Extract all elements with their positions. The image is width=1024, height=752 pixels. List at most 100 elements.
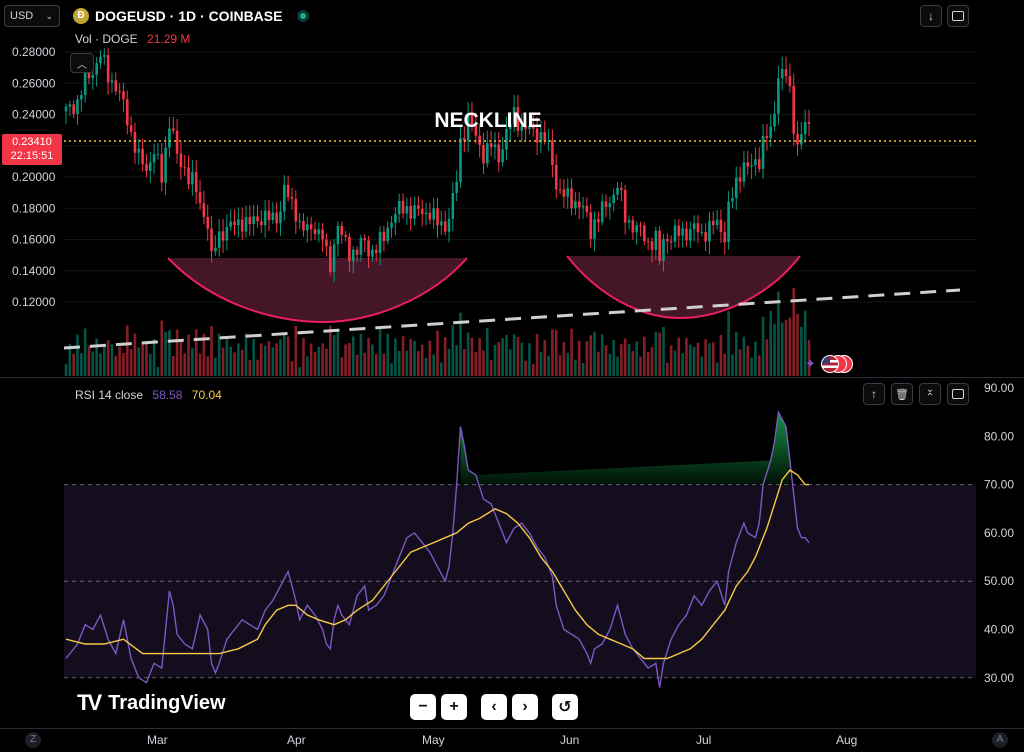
candle-body <box>566 188 570 197</box>
volume-bar <box>769 311 773 376</box>
maximize-icon <box>952 11 964 21</box>
auto-scale-toggle[interactable]: A <box>992 732 1008 748</box>
scroll-right-button[interactable]: › <box>512 694 538 720</box>
price-chart[interactable]: NECKLINE 0.280000.260000.240000.220000.2… <box>0 0 1024 378</box>
volume-bar <box>110 344 114 376</box>
volume-bar <box>436 330 439 376</box>
candle-body <box>394 214 397 223</box>
volume-bar <box>627 343 631 376</box>
volume-bar <box>669 345 673 376</box>
volume-bar <box>466 332 470 376</box>
volume-bar <box>547 355 550 376</box>
volume-bar <box>95 338 98 376</box>
volume-bar <box>194 329 198 376</box>
candle-body <box>168 128 171 148</box>
candle-body <box>351 249 355 262</box>
time-tick-label: Jul <box>696 733 712 747</box>
candle-body <box>137 148 141 153</box>
volume-bar <box>405 350 409 376</box>
time-axis[interactable] <box>0 728 1024 752</box>
fullscreen-button[interactable] <box>947 5 969 27</box>
candle-body <box>118 91 121 93</box>
reset-chart-button[interactable]: ↺ <box>552 694 578 720</box>
currency-selector[interactable]: USD ⌄ <box>4 5 60 27</box>
candle-body <box>516 107 520 131</box>
log-scale-toggle[interactable]: Z <box>25 732 41 748</box>
volume-bar <box>662 326 665 376</box>
candle-body <box>620 187 623 190</box>
delete-pane-button[interactable]: 🗑 <box>891 383 913 405</box>
collapse-pane-button[interactable]: ⌄ ⌃ <box>919 383 941 405</box>
candle-body <box>256 216 259 222</box>
collapse-legend-button[interactable]: ︿ <box>70 53 94 73</box>
volume-bar <box>796 313 799 376</box>
volume-bar <box>175 329 179 376</box>
volume-bar <box>478 338 481 376</box>
rsi-legend[interactable]: RSI 14 close 58.58 70.04 <box>75 388 222 402</box>
events-icons[interactable]: ✦ <box>805 355 855 373</box>
volume-bar <box>359 334 363 376</box>
candle-body <box>194 172 198 193</box>
move-pane-up-button[interactable]: ↑ <box>863 383 885 405</box>
rsi-line <box>65 409 810 688</box>
rsi-tick-label: 60.00 <box>984 526 1014 540</box>
zoom-out-button[interactable]: − <box>410 694 436 720</box>
volume-bar <box>566 352 570 376</box>
candle-body <box>757 159 761 169</box>
cup-pattern-right <box>567 256 800 318</box>
candle-body <box>378 231 382 253</box>
scroll-down-button[interactable]: ↓ <box>920 5 942 27</box>
volume-bar <box>125 325 129 376</box>
candle-body <box>229 221 232 227</box>
candle-body <box>275 212 278 224</box>
candle-body <box>577 201 581 208</box>
volume-bar <box>290 361 294 376</box>
candle-body <box>432 208 435 220</box>
candle-body <box>761 136 765 169</box>
volume-bar <box>233 352 236 376</box>
chevron-down-icon: ⌄ <box>45 11 53 21</box>
candle-body <box>332 244 336 272</box>
volume-bar <box>240 349 244 376</box>
volume-bar <box>298 367 301 376</box>
volume-bar <box>704 339 707 376</box>
candle-body <box>719 219 723 233</box>
candle-body <box>164 147 167 183</box>
volume-bar <box>807 340 811 376</box>
candle-body <box>405 206 409 214</box>
candle-body <box>711 220 715 226</box>
symbol-header[interactable]: Ð DOGEUSD · 1D · COINBASE <box>73 6 310 26</box>
candle-body <box>742 162 746 182</box>
candle-body <box>780 69 784 79</box>
scroll-left-button[interactable]: ‹ <box>481 694 507 720</box>
us-flag-icon <box>821 355 839 373</box>
volume-bar <box>317 346 321 376</box>
maximize-pane-button[interactable] <box>947 383 969 405</box>
volume-bar <box>623 338 627 376</box>
candle-body <box>635 225 638 233</box>
volume-bar <box>761 316 765 376</box>
candle-body <box>700 232 704 234</box>
volume-bar <box>275 343 278 376</box>
volume-bar <box>313 352 317 376</box>
candle-body <box>72 104 75 114</box>
candle-body <box>807 122 811 124</box>
volume-bar <box>382 353 386 376</box>
candle-body <box>355 249 359 255</box>
volume-bar <box>286 336 290 376</box>
volume-bar <box>788 317 792 376</box>
volume-bar <box>600 334 604 376</box>
candle-body <box>803 122 807 135</box>
candle-body <box>715 219 719 226</box>
candle-body <box>187 167 190 185</box>
candle-body <box>796 133 799 145</box>
volume-legend[interactable]: Vol · DOGE 21.29 M <box>75 32 190 46</box>
volume-bar <box>593 331 596 376</box>
candle-body <box>344 234 347 237</box>
zoom-in-button[interactable]: + <box>441 694 467 720</box>
candle-body <box>390 222 393 228</box>
candle-body <box>539 132 543 143</box>
rsi-chart[interactable]: 90.00 80.00 70.00 60.00 50.00 40.00 30.00 <box>0 378 1024 728</box>
candle-body <box>409 206 412 219</box>
support-trendline <box>63 288 961 350</box>
